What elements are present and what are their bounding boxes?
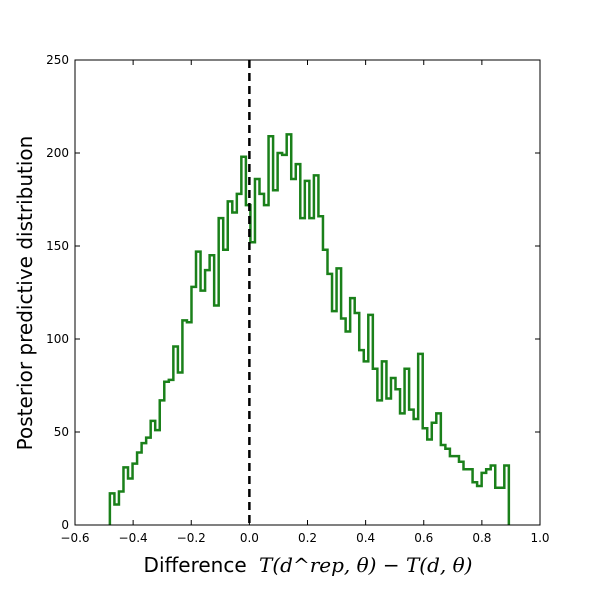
y-tick-label: 250 [46, 53, 69, 67]
x-axis-title-text: Difference [144, 553, 247, 577]
x-tick-label: 0.0 [240, 531, 259, 545]
x-tick-label: 0.8 [472, 531, 491, 545]
x-tick-label: −0.4 [119, 531, 148, 545]
x-axis: −0.6 −0.4 −0.2 0.0 0.2 0.4 0.6 0.8 1.0 [60, 60, 550, 545]
y-tick-label: 0 [61, 518, 69, 532]
x-tick-label: 0.4 [356, 531, 375, 545]
y-tick-label: 50 [54, 425, 69, 439]
y-axis: 0 50 100 150 200 250 [46, 53, 540, 532]
x-axis-title-math: T(d^rep, θ) − T(d, θ) [259, 553, 472, 577]
plot-area [75, 60, 540, 525]
x-tick-label: −0.2 [177, 531, 206, 545]
x-tick-label: 0.6 [414, 531, 433, 545]
x-tick-label: 0.2 [298, 531, 317, 545]
series-layer [108, 133, 511, 525]
y-axis-title: Posterior predictive distribution [13, 136, 37, 451]
x-tick-label: 1.0 [530, 531, 549, 545]
y-tick-label: 150 [46, 239, 69, 253]
x-axis-title: Difference T(d^rep, θ) − T(d, θ) [144, 553, 473, 577]
y-tick-label: 200 [46, 146, 69, 160]
x-tick-label: −0.6 [60, 531, 89, 545]
y-tick-label: 100 [46, 332, 69, 346]
histogram-step-line [108, 133, 511, 525]
